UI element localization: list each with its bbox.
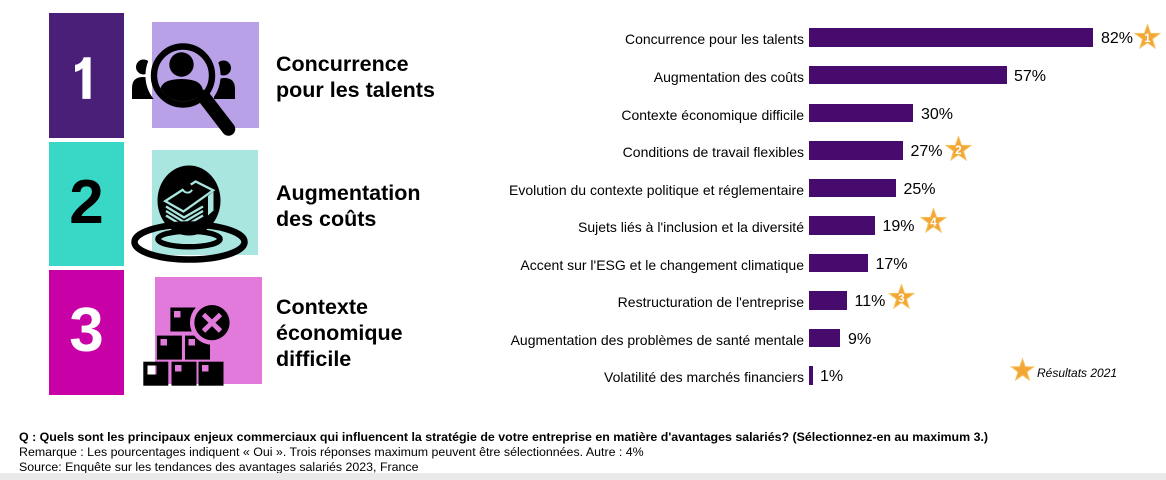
- svg-text:3: 3: [898, 293, 904, 305]
- svg-text:1: 1: [1144, 33, 1151, 45]
- svg-text:2: 2: [955, 145, 961, 157]
- svg-text:4: 4: [930, 217, 937, 229]
